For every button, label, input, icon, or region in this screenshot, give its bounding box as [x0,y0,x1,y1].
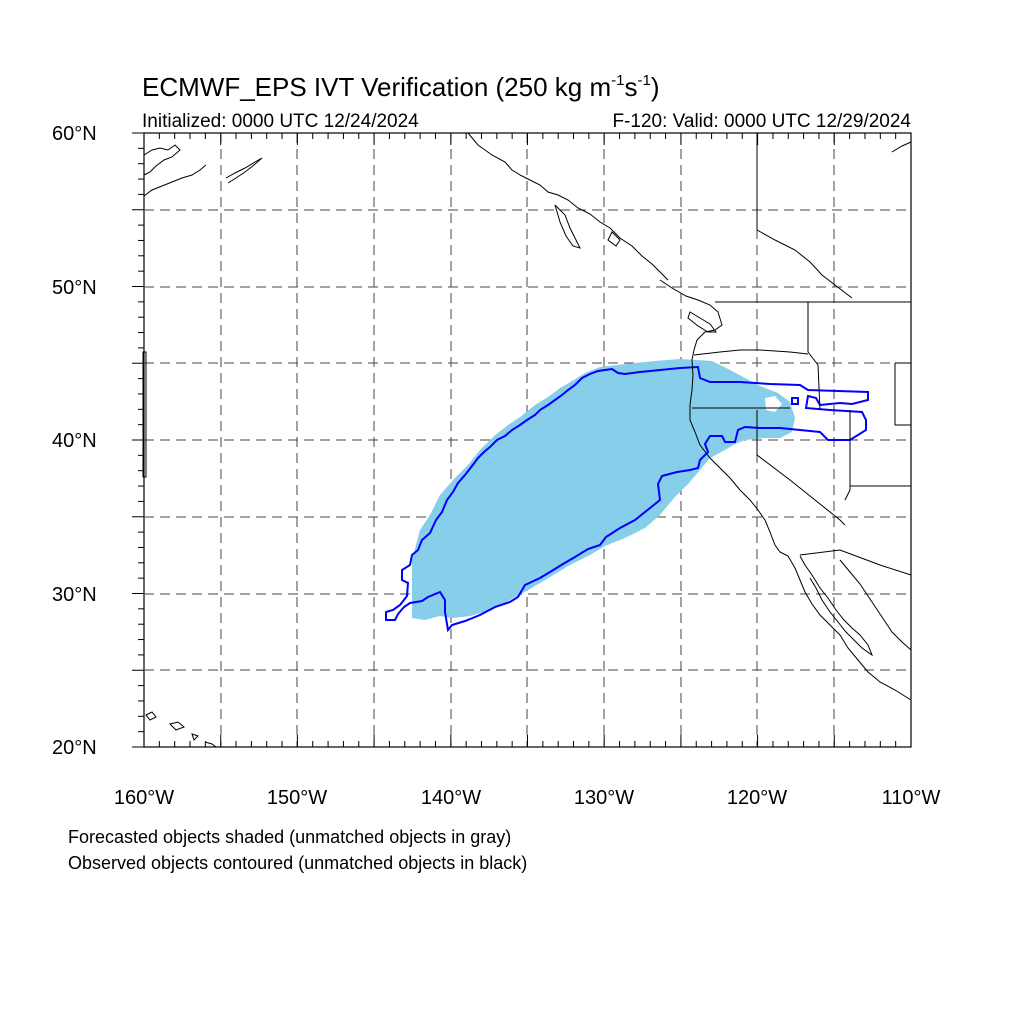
forecast-legend-note: Forecasted objects shaded (unmatched obj… [68,827,512,847]
map-title: ECMWF_EPS IVT Verification (250 kg m-1s-… [142,72,660,102]
lon-label-150w: 150°W [267,787,327,809]
valid-time-label: F-120: Valid: 0000 UTC 12/29/2024 [612,111,911,132]
lon-label-140w: 140°W [421,787,481,809]
observed-legend-note: Observed objects contoured (unmatched ob… [68,853,528,873]
lat-label-50n: 50°N [52,277,97,299]
observed-ivt-contour [385,365,869,633]
lon-label-160w: 160°W [114,787,174,809]
lat-label-30n: 30°N [52,584,97,606]
lon-label-110w: 110°W [882,787,941,809]
lon-label-130w: 130°W [574,787,634,809]
lon-label-120w: 120°W [727,787,787,809]
left-edge-object [142,351,147,478]
lat-label-20n: 20°N [52,737,97,759]
lat-label-40n: 40°N [52,430,97,452]
observed-ivt-small-object [791,397,799,405]
coastlines [143,132,912,748]
lat-label-60n: 60°N [52,123,97,145]
political-borders [692,133,912,576]
forecast-ivt-object [412,359,795,620]
axis-ticks [132,132,912,748]
initialized-label: Initialized: 0000 UTC 12/24/2024 [142,111,419,132]
